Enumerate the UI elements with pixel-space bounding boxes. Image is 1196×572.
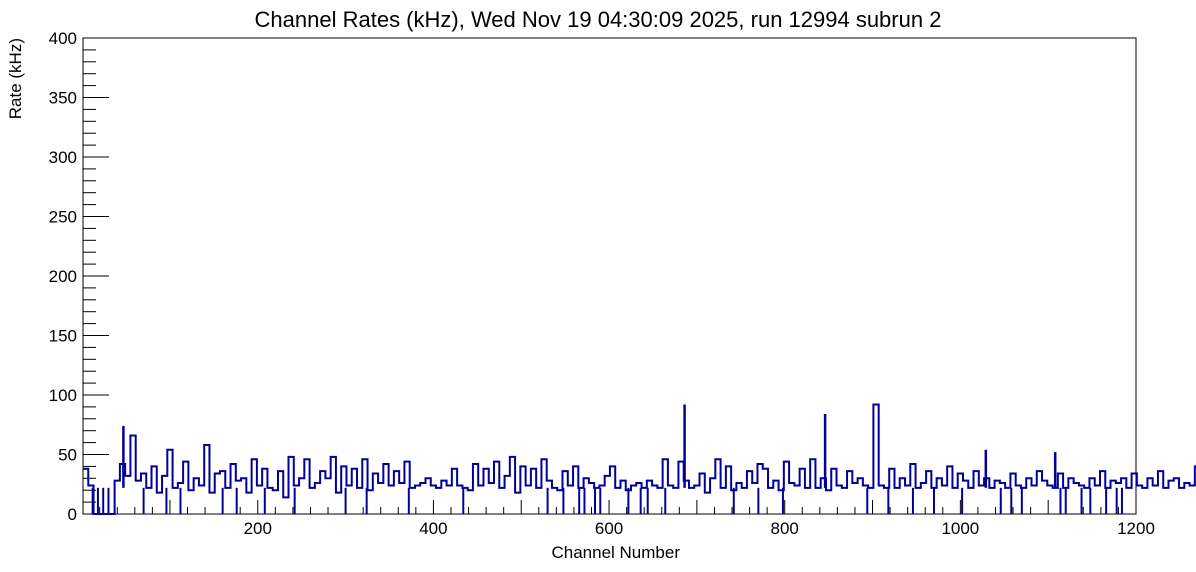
y-tick-label: 50 [58,446,77,465]
x-tick-label: 600 [595,519,623,538]
plot-area [83,403,1196,515]
y-tick-label: 200 [49,267,77,286]
y-tick-label: 400 [49,29,77,48]
x-tick-label: 800 [771,519,799,538]
chart-title: Channel Rates (kHz), Wed Nov 19 04:30:09… [255,7,942,32]
x-tick-label: 1000 [941,519,979,538]
rate-series-line [83,403,1196,515]
x-tick-label: 400 [419,519,447,538]
x-axis-title: Channel Number [551,543,680,562]
y-tick-label: 0 [68,505,77,524]
y-axis-title: Rate (kHz) [6,38,25,119]
y-tick-label: 250 [49,208,77,227]
y-axis: 0 50 100 150 200 250 300 350 400 [49,29,109,524]
plot-frame [82,37,1137,515]
x-axis: 200 400 600 800 1000 1200 [99,500,1155,538]
x-tick-label: 1200 [1117,519,1155,538]
x-tick-label: 200 [244,519,272,538]
y-tick-label: 100 [49,386,77,405]
y-tick-label: 350 [49,89,77,108]
y-tick-label: 300 [49,148,77,167]
y-tick-label: 150 [49,327,77,346]
